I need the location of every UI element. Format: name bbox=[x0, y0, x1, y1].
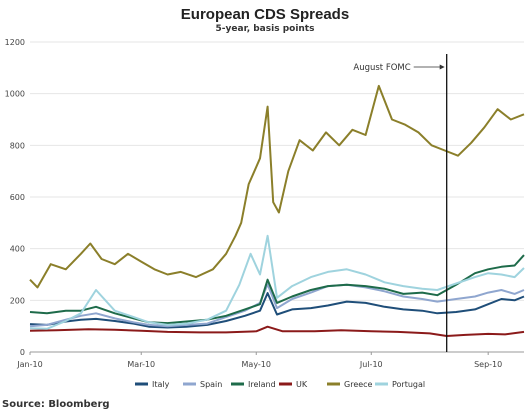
y-axis: 0 200 400 600 800 1000 1200 bbox=[5, 38, 25, 357]
august-fomc-annotation: August FOMC bbox=[353, 54, 448, 352]
chart-subtitle: 5-year, basis points bbox=[216, 24, 315, 34]
legend-label-spain: Spain bbox=[200, 380, 222, 389]
x-tick-label-Sep-10: Sep-10 bbox=[474, 360, 502, 369]
legend-label-italy: Italy bbox=[152, 380, 170, 389]
source-note: Source: Bloomberg bbox=[2, 399, 110, 410]
y-tick-label-600: 600 bbox=[10, 193, 25, 202]
august-fomc-label: August FOMC bbox=[353, 63, 410, 73]
y-tick-label-800: 800 bbox=[10, 141, 25, 150]
y-tick-label-400: 400 bbox=[10, 245, 25, 254]
series-line-ireland bbox=[29, 254, 525, 325]
x-axis: Jan-10 Mar-10 May-10 Jul-10 Sep-10 bbox=[16, 352, 502, 369]
legend-label-uk: UK bbox=[296, 380, 308, 389]
series-line-italy bbox=[29, 292, 525, 329]
x-tick-label-Jul-10: Jul-10 bbox=[359, 360, 383, 369]
gridlines bbox=[30, 41, 524, 353]
series-line-greece bbox=[29, 84, 525, 289]
y-tick-label-1200: 1200 bbox=[5, 38, 25, 47]
chart-title: European CDS Spreads bbox=[181, 6, 349, 23]
y-tick-label-0: 0 bbox=[20, 348, 25, 357]
legend-label-greece: Greece bbox=[344, 380, 373, 389]
legend-label-portugal: Portugal bbox=[392, 380, 425, 389]
legend: Italy Spain Ireland UK Greece Portugal bbox=[135, 380, 425, 389]
y-tick-label-1000: 1000 bbox=[5, 90, 25, 99]
series-line-spain bbox=[29, 283, 525, 328]
series-lines bbox=[29, 84, 525, 337]
x-tick-label-Jan-10: Jan-10 bbox=[16, 360, 42, 369]
series-line-uk bbox=[29, 325, 525, 337]
august-fomc-arrowhead bbox=[439, 64, 445, 70]
x-tick-label-May-10: May-10 bbox=[242, 360, 271, 369]
series-line-portugal bbox=[29, 234, 525, 330]
y-tick-label-200: 200 bbox=[10, 296, 25, 305]
x-tick-label-Mar-10: Mar-10 bbox=[127, 360, 155, 369]
legend-label-ireland: Ireland bbox=[248, 380, 276, 389]
